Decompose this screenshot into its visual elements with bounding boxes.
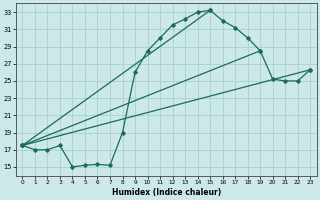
X-axis label: Humidex (Indice chaleur): Humidex (Indice chaleur) [112, 188, 221, 197]
